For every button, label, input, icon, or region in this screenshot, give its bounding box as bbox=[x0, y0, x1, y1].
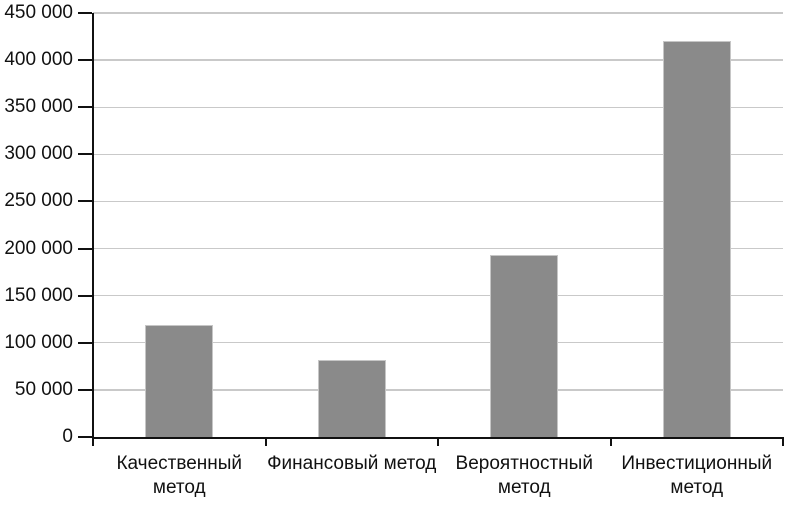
gridline bbox=[93, 342, 783, 344]
y-tick-label: 400 000 bbox=[4, 49, 73, 71]
y-tick-label: 200 000 bbox=[4, 237, 73, 259]
y-tick-label: 150 000 bbox=[4, 284, 73, 306]
x-axis-tick bbox=[437, 437, 439, 446]
y-tick-label: 300 000 bbox=[4, 143, 73, 165]
y-tick-label: 100 000 bbox=[4, 331, 73, 353]
y-axis-tick bbox=[78, 388, 92, 391]
gridline bbox=[93, 153, 783, 156]
x-category-label: Финансовый метод bbox=[267, 453, 437, 474]
x-category-label: Вероятностный метод bbox=[455, 453, 593, 498]
gridline bbox=[93, 106, 783, 108]
y-axis-tick bbox=[78, 12, 92, 14]
x-axis-tick bbox=[92, 437, 94, 446]
gridline bbox=[93, 12, 783, 14]
bar bbox=[145, 324, 214, 437]
y-tick-label: 450 000 bbox=[4, 2, 73, 23]
gridline bbox=[93, 200, 783, 203]
y-axis-tick bbox=[78, 294, 92, 297]
gridline bbox=[93, 294, 783, 297]
x-category-label: Инвестиционный метод bbox=[621, 453, 773, 498]
y-axis-tick bbox=[78, 341, 92, 344]
y-tick-label: 350 000 bbox=[4, 96, 73, 118]
y-tick-label: 50 000 bbox=[14, 378, 73, 400]
y-axis-tick bbox=[78, 247, 92, 250]
y-axis-line bbox=[92, 13, 94, 439]
x-category-label: Качественный метод bbox=[116, 453, 243, 498]
y-tick-label: 0 bbox=[62, 426, 73, 447]
y-axis-tick bbox=[78, 200, 92, 203]
gridline bbox=[93, 59, 783, 61]
x-axis-tick bbox=[782, 437, 784, 446]
y-tick-label: 250 000 bbox=[4, 190, 73, 212]
bar bbox=[490, 255, 559, 437]
gridline bbox=[93, 389, 783, 391]
y-axis-tick bbox=[78, 153, 92, 156]
x-axis-tick bbox=[609, 437, 612, 446]
bar bbox=[662, 41, 731, 437]
gridline bbox=[93, 247, 783, 250]
y-axis-tick bbox=[78, 106, 92, 109]
y-axis-tick bbox=[78, 59, 92, 62]
x-axis-tick bbox=[264, 437, 267, 446]
y-axis-tick bbox=[78, 436, 92, 438]
bar bbox=[317, 359, 386, 437]
